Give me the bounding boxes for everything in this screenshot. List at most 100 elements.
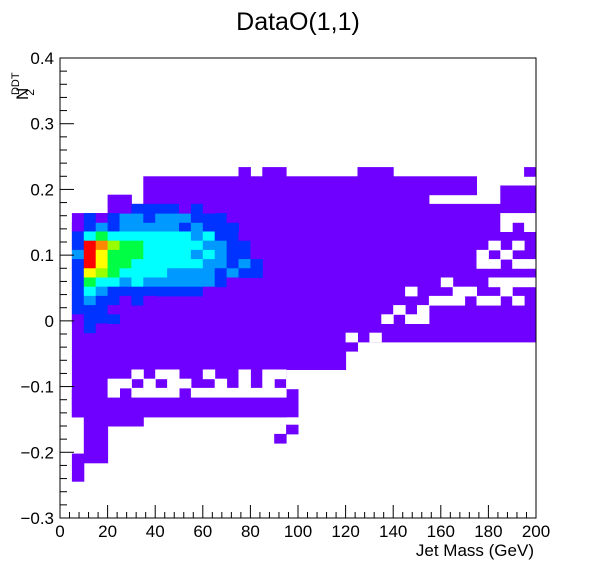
y-tick-label: −0.1 xyxy=(20,378,54,397)
heatmap-empty-cell xyxy=(500,249,513,260)
heatmap-cell xyxy=(119,397,132,407)
heatmap-cell xyxy=(83,249,97,260)
heatmap-cell xyxy=(107,397,120,407)
heatmap-cell xyxy=(179,397,192,407)
heatmap-region xyxy=(143,176,430,205)
heatmap-cell xyxy=(83,314,97,324)
heatmap-empty-cell xyxy=(143,378,156,389)
heatmap-cell xyxy=(83,323,97,334)
heatmap-region xyxy=(83,426,109,464)
heatmap-region xyxy=(107,203,537,214)
heatmap-cell xyxy=(167,231,180,242)
heatmap-cell xyxy=(143,203,156,214)
heatmap-empty-cell xyxy=(250,387,263,398)
heatmap-cell xyxy=(131,222,144,232)
heatmap-empty-cell xyxy=(500,286,513,297)
heatmap-cell xyxy=(190,259,204,269)
heatmap-cell xyxy=(202,231,216,242)
heatmap-cell xyxy=(155,277,168,288)
heatmap-cell xyxy=(83,213,97,223)
heatmap-cell xyxy=(83,231,97,242)
heatmap-empty-cell xyxy=(179,378,192,389)
heatmap-cell xyxy=(71,231,85,242)
heatmap-cell xyxy=(190,213,204,223)
y-axis-title: N2DDT xyxy=(10,72,37,100)
heatmap-empty-cell xyxy=(274,387,287,398)
heatmap-cell xyxy=(71,295,85,306)
heatmap-cell xyxy=(179,240,192,251)
heatmap-cell xyxy=(95,314,109,324)
heatmap-cell xyxy=(83,259,97,269)
heatmap-empty-cell xyxy=(476,295,489,306)
heatmap-empty-cell xyxy=(488,259,501,269)
heatmap-cell xyxy=(274,433,287,444)
heatmap-region xyxy=(500,185,537,205)
heatmap-empty-cell xyxy=(298,378,311,389)
heatmap-cell xyxy=(167,240,180,251)
heatmap-region xyxy=(83,416,144,427)
heatmap-cell xyxy=(190,231,204,242)
heatmap-cell xyxy=(214,268,228,278)
y-tick-label: −0.2 xyxy=(20,443,54,462)
heatmap-region xyxy=(238,167,251,177)
heatmap-region xyxy=(286,332,358,352)
heatmap-empty-cell xyxy=(119,378,132,389)
heatmap-cell xyxy=(119,203,132,214)
heatmap-cell xyxy=(226,249,239,260)
heatmap-cell xyxy=(119,259,132,269)
heatmap-empty-cell xyxy=(512,259,525,269)
heatmap-empty-cell xyxy=(452,286,466,297)
heatmap-empty-cell xyxy=(405,314,418,324)
heatmap-cell xyxy=(83,305,97,315)
heatmap-cell xyxy=(83,295,97,306)
heatmap-cell xyxy=(143,286,156,297)
heatmap-cell xyxy=(131,240,144,251)
heatmap-cell xyxy=(143,277,156,288)
heatmap-cell xyxy=(155,259,168,269)
heatmap-cell xyxy=(95,268,109,278)
heatmap-region xyxy=(428,176,477,196)
heatmap-cell xyxy=(71,314,85,324)
heatmap-cell xyxy=(95,277,109,288)
heatmap-cell xyxy=(71,277,85,288)
heatmap-cell xyxy=(179,286,192,297)
heatmap-cell xyxy=(71,249,85,260)
heatmap-cell xyxy=(155,240,168,251)
heatmap-cells xyxy=(71,167,537,482)
heatmap-cell xyxy=(83,277,97,288)
heatmap-cell xyxy=(202,277,216,288)
heatmap-cell xyxy=(226,231,239,242)
heatmap-cell xyxy=(238,268,251,278)
heatmap-empty-cell xyxy=(214,378,228,389)
heatmap-region xyxy=(71,389,132,399)
heatmap-cell xyxy=(131,268,144,278)
heatmap-cell xyxy=(95,286,109,297)
heatmap-cell xyxy=(107,277,120,288)
heatmap-empty-cell xyxy=(524,222,537,232)
heatmap-cell xyxy=(119,213,132,223)
heatmap-cell xyxy=(71,286,85,297)
heatmap-cell xyxy=(179,249,192,260)
heatmap-cell xyxy=(226,268,239,278)
heatmap-cell xyxy=(155,268,168,278)
y-axis-title-base: N xyxy=(13,88,32,100)
heatmap-cell xyxy=(250,268,263,278)
heatmap-empty-cell xyxy=(417,314,430,324)
heatmap-empty-cell xyxy=(512,277,525,288)
y-tick-label: −0.3 xyxy=(20,509,54,528)
heatmap-cell xyxy=(131,286,144,297)
y-axis-title-sup: DDT xyxy=(10,72,22,95)
heatmap-cell xyxy=(167,222,180,232)
heatmap-cell xyxy=(190,277,204,288)
heatmap-cell xyxy=(119,295,132,306)
heatmap-empty-cell xyxy=(524,213,537,223)
heatmap-empty-cell xyxy=(167,387,180,398)
heatmap-cell xyxy=(95,295,109,306)
heatmap-cell xyxy=(95,305,109,315)
heatmap-cell xyxy=(95,222,109,232)
heatmap-cell xyxy=(107,286,120,297)
heatmap-cell xyxy=(143,397,156,407)
heatmap-cell xyxy=(214,231,228,242)
heatmap-region xyxy=(524,167,537,177)
